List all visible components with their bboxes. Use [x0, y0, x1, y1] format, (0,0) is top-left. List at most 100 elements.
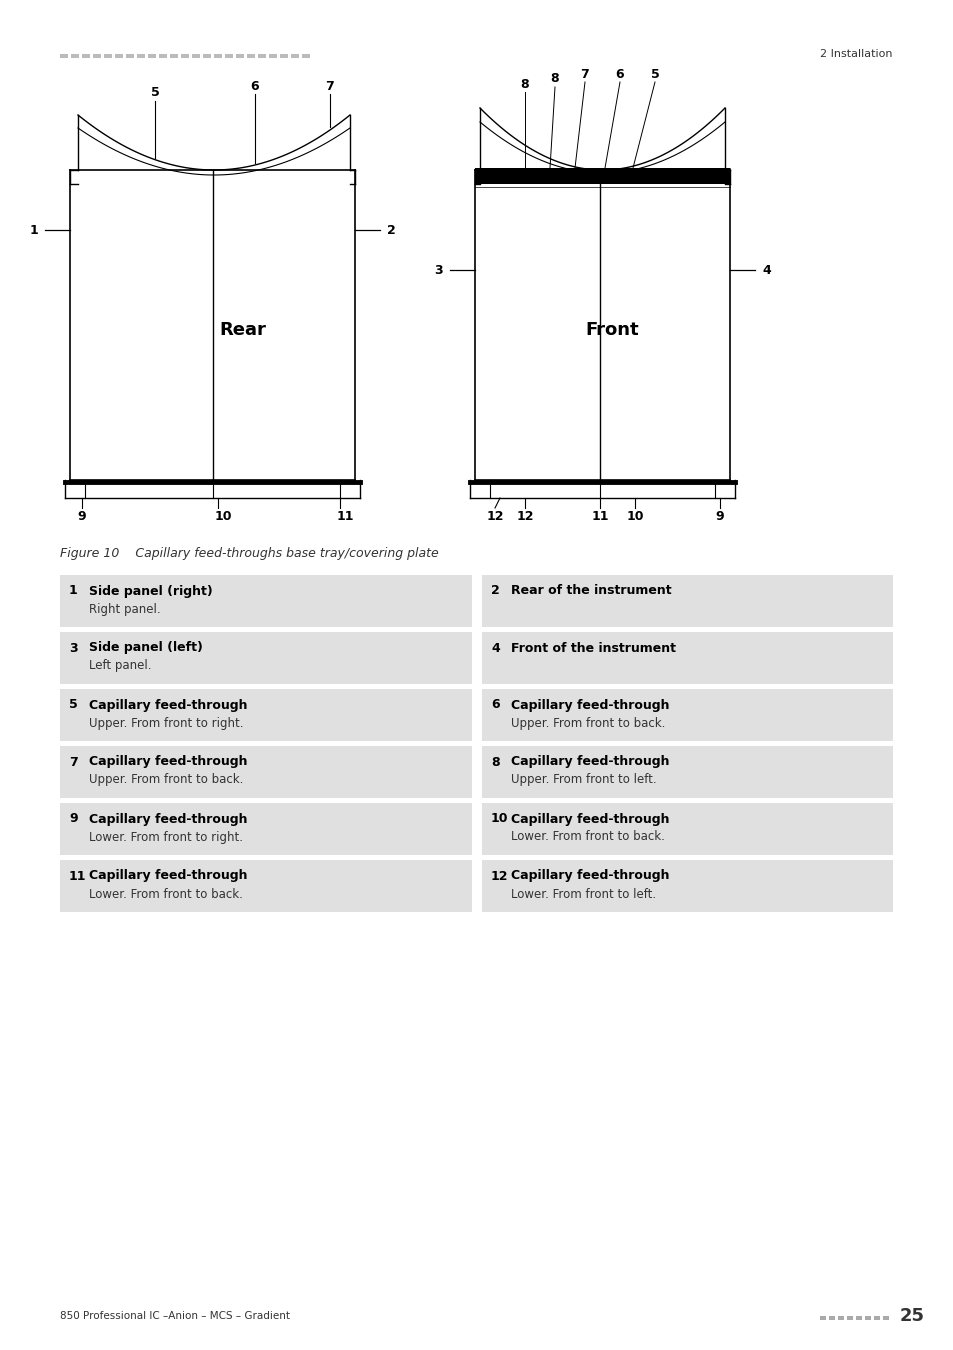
- Bar: [481, 860, 892, 913]
- Text: Lower. From front to back.: Lower. From front to back.: [89, 887, 243, 900]
- Text: 2: 2: [491, 585, 499, 598]
- Bar: [864, 1316, 870, 1320]
- Text: Lower. From front to right.: Lower. From front to right.: [89, 830, 243, 844]
- Bar: [828, 1316, 834, 1320]
- Text: 5: 5: [151, 86, 159, 100]
- Bar: [60, 575, 472, 626]
- Text: 11: 11: [69, 869, 87, 883]
- Bar: [126, 54, 133, 58]
- Text: Figure 10    Capillary feed-throughs base tray/covering plate: Figure 10 Capillary feed-throughs base t…: [60, 547, 438, 559]
- Text: Right panel.: Right panel.: [89, 602, 160, 616]
- Text: Left panel.: Left panel.: [89, 660, 152, 672]
- Text: Capillary feed-through: Capillary feed-through: [511, 698, 669, 711]
- Text: Lower. From front to back.: Lower. From front to back.: [511, 830, 664, 844]
- Text: 2 Installation: 2 Installation: [820, 49, 892, 59]
- Text: 6: 6: [491, 698, 499, 711]
- Bar: [291, 54, 298, 58]
- Bar: [481, 632, 892, 684]
- Text: 9: 9: [715, 509, 723, 522]
- Text: Front of the instrument: Front of the instrument: [511, 641, 676, 655]
- Bar: [60, 803, 472, 855]
- Text: 7: 7: [325, 80, 334, 93]
- Text: 8: 8: [520, 77, 529, 90]
- Text: 7: 7: [580, 68, 589, 81]
- Text: 10: 10: [491, 813, 508, 825]
- Text: 9: 9: [77, 509, 86, 522]
- Text: 9: 9: [69, 813, 77, 825]
- Text: 4: 4: [761, 263, 770, 277]
- Bar: [269, 54, 276, 58]
- Text: 10: 10: [625, 509, 643, 522]
- Text: 4: 4: [491, 641, 499, 655]
- Bar: [846, 1316, 852, 1320]
- Text: Lower. From front to left.: Lower. From front to left.: [511, 887, 656, 900]
- Text: 8: 8: [550, 73, 558, 85]
- Text: 6: 6: [251, 80, 259, 93]
- Text: 12: 12: [516, 509, 533, 522]
- Bar: [820, 1316, 825, 1320]
- Text: Capillary feed-through: Capillary feed-through: [89, 698, 247, 711]
- Bar: [257, 54, 266, 58]
- Text: 8: 8: [491, 756, 499, 768]
- Bar: [481, 747, 892, 798]
- Bar: [247, 54, 254, 58]
- Text: Upper. From front to back.: Upper. From front to back.: [511, 717, 664, 729]
- Text: 1: 1: [30, 224, 38, 236]
- Bar: [302, 54, 310, 58]
- Text: Rear of the instrument: Rear of the instrument: [511, 585, 671, 598]
- Text: 6: 6: [615, 68, 623, 81]
- Text: 12: 12: [486, 509, 503, 522]
- Text: 850 Professional IC –Anion – MCS – Gradient: 850 Professional IC –Anion – MCS – Gradi…: [60, 1311, 290, 1322]
- Bar: [60, 747, 472, 798]
- Bar: [481, 575, 892, 626]
- Bar: [148, 54, 156, 58]
- Bar: [280, 54, 288, 58]
- Text: 2: 2: [387, 224, 395, 236]
- Text: Capillary feed-through: Capillary feed-through: [89, 813, 247, 825]
- Bar: [60, 632, 472, 684]
- Bar: [82, 54, 90, 58]
- Text: 10: 10: [214, 509, 232, 522]
- Bar: [882, 1316, 888, 1320]
- Text: 5: 5: [650, 68, 659, 81]
- Text: 25: 25: [899, 1307, 924, 1324]
- Text: 11: 11: [591, 509, 608, 522]
- Text: Capillary feed-through: Capillary feed-through: [511, 756, 669, 768]
- Text: Front: Front: [585, 321, 639, 339]
- Bar: [837, 1316, 843, 1320]
- Text: 5: 5: [69, 698, 77, 711]
- Bar: [71, 54, 79, 58]
- Text: Upper. From front to left.: Upper. From front to left.: [511, 774, 656, 787]
- Bar: [873, 1316, 879, 1320]
- Bar: [137, 54, 145, 58]
- Text: Side panel (right): Side panel (right): [89, 585, 213, 598]
- Bar: [60, 688, 472, 741]
- Text: 3: 3: [69, 641, 77, 655]
- Text: Upper. From front to right.: Upper. From front to right.: [89, 717, 243, 729]
- Bar: [170, 54, 178, 58]
- Bar: [203, 54, 211, 58]
- Text: Capillary feed-through: Capillary feed-through: [511, 813, 669, 825]
- Text: Rear: Rear: [219, 321, 266, 339]
- Bar: [60, 54, 68, 58]
- Text: Capillary feed-through: Capillary feed-through: [511, 869, 669, 883]
- Bar: [159, 54, 167, 58]
- Bar: [225, 54, 233, 58]
- Bar: [213, 54, 222, 58]
- Text: 11: 11: [335, 509, 354, 522]
- Bar: [235, 54, 244, 58]
- Text: 7: 7: [69, 756, 77, 768]
- Bar: [481, 688, 892, 741]
- Bar: [192, 54, 200, 58]
- Text: Capillary feed-through: Capillary feed-through: [89, 869, 247, 883]
- Bar: [115, 54, 123, 58]
- Text: 1: 1: [69, 585, 77, 598]
- Bar: [60, 860, 472, 913]
- Text: Upper. From front to back.: Upper. From front to back.: [89, 774, 243, 787]
- Text: 12: 12: [491, 869, 508, 883]
- Bar: [92, 54, 101, 58]
- Text: Side panel (left): Side panel (left): [89, 641, 203, 655]
- Bar: [475, 167, 729, 184]
- Text: Capillary feed-through: Capillary feed-through: [89, 756, 247, 768]
- Bar: [855, 1316, 862, 1320]
